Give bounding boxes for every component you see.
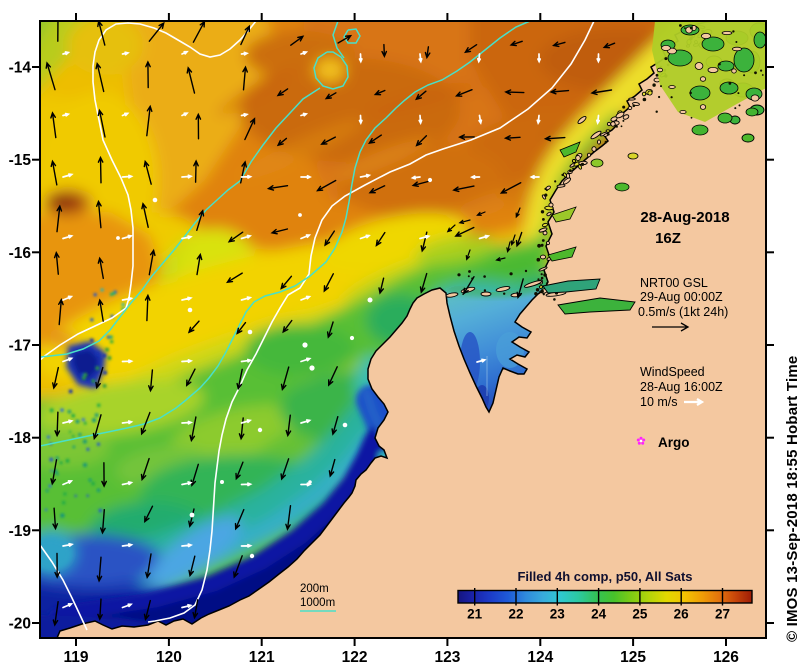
svg-text:120: 120 xyxy=(156,649,182,666)
svg-text:22: 22 xyxy=(508,607,523,622)
svg-text:200m: 200m xyxy=(300,583,329,595)
svg-text:16Z: 16Z xyxy=(655,230,681,247)
svg-text:Filled 4h comp, p50, All Sats: Filled 4h comp, p50, All Sats xyxy=(517,569,692,584)
svg-text:1000m: 1000m xyxy=(300,597,335,609)
svg-text:28-Aug 16:00Z: 28-Aug 16:00Z xyxy=(640,380,723,394)
svg-text:27: 27 xyxy=(715,607,730,622)
svg-text:21: 21 xyxy=(467,607,483,622)
svg-text:125: 125 xyxy=(620,649,646,666)
svg-text:-20: -20 xyxy=(9,616,31,633)
svg-text:119: 119 xyxy=(63,649,88,666)
svg-text:© IMOS 13-Sep-2018 18:55 Hobar: © IMOS 13-Sep-2018 18:55 Hobart Time xyxy=(784,356,801,642)
svg-text:23: 23 xyxy=(550,607,566,622)
svg-text:WindSpeed: WindSpeed xyxy=(640,365,705,379)
svg-text:-19: -19 xyxy=(9,523,32,540)
svg-text:121: 121 xyxy=(249,649,275,666)
svg-text:29-Aug 00:00Z: 29-Aug 00:00Z xyxy=(640,290,723,304)
svg-text:26: 26 xyxy=(674,607,690,622)
svg-text:25: 25 xyxy=(632,607,648,622)
svg-text:-17: -17 xyxy=(9,338,31,355)
svg-text:-14: -14 xyxy=(9,60,32,77)
svg-text:-18: -18 xyxy=(9,430,32,447)
svg-text:Argo: Argo xyxy=(658,435,690,450)
svg-text:NRT00 GSL: NRT00 GSL xyxy=(640,276,708,290)
svg-text:123: 123 xyxy=(434,649,460,666)
svg-text:124: 124 xyxy=(527,649,553,666)
svg-text:-16: -16 xyxy=(9,245,32,262)
svg-text:24: 24 xyxy=(591,607,607,622)
svg-text:28-Aug-2018: 28-Aug-2018 xyxy=(640,209,729,226)
svg-text:10 m/s: 10 m/s xyxy=(640,395,678,409)
svg-text:-15: -15 xyxy=(9,152,32,169)
svg-text:0.5m/s (1kt 24h): 0.5m/s (1kt 24h) xyxy=(638,305,728,319)
svg-text:122: 122 xyxy=(342,649,368,666)
svg-text:126: 126 xyxy=(713,649,739,666)
